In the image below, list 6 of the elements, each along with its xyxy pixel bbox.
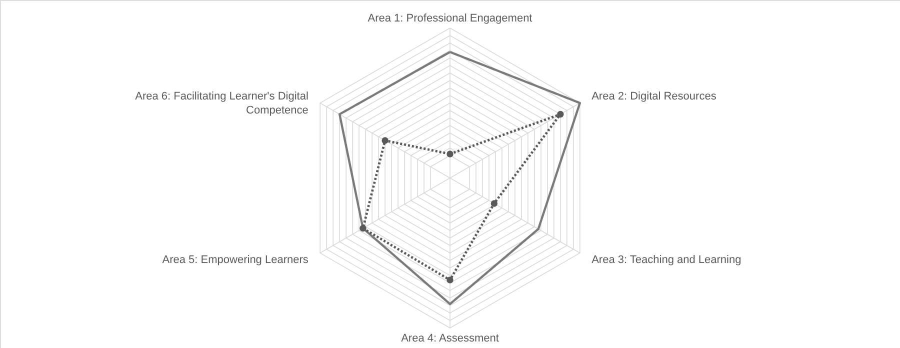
spoke-label: Area 6: Facilitating Learner's Digital Competence (135, 90, 308, 116)
spoke-label: Area 4: Assessment (401, 332, 499, 345)
spoke-label: Area 1: Professional Engagement (368, 12, 532, 25)
spoke-label: Area 5: Empowering Learners (162, 254, 309, 266)
spoke-label: Area 2: Digital Resources (592, 90, 717, 102)
spoke-label: Area 3: Teaching and Learning (592, 254, 742, 266)
